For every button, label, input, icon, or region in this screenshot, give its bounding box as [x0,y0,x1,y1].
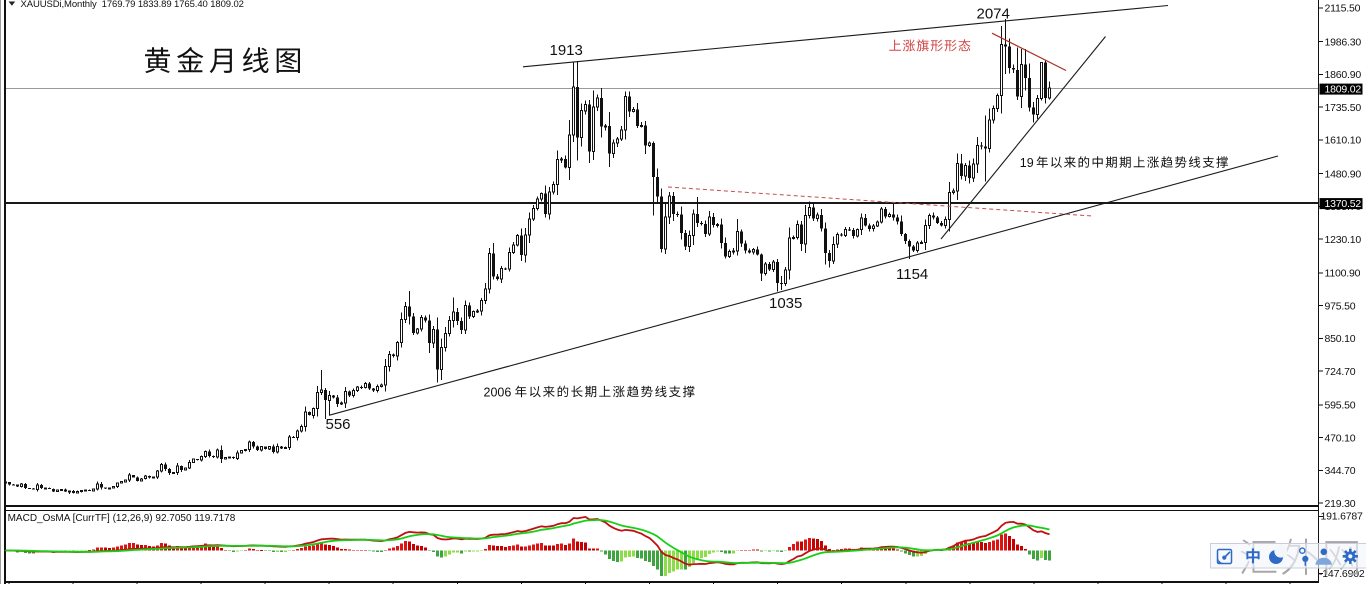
svg-text:1370.52: 1370.52 [1325,198,1362,210]
svg-text:1735.50: 1735.50 [1325,102,1362,114]
svg-text:1230.10: 1230.10 [1325,234,1362,246]
svg-text:191.6787: 191.6787 [1321,511,1364,523]
svg-text:219.30: 219.30 [1325,498,1356,510]
svg-text:470.10: 470.10 [1325,432,1356,444]
svg-text:1610.10: 1610.10 [1325,135,1362,147]
svg-text:1809.02: 1809.02 [1325,84,1362,96]
svg-text:1154: 1154 [896,266,928,283]
svg-text:19: 19 [1020,156,1034,170]
svg-text:1986.30: 1986.30 [1325,36,1362,48]
svg-text:975.50: 975.50 [1325,300,1356,312]
svg-text:XAUUSDi,Monthly 1769.79 1833.: XAUUSDi,Monthly 1769.79 1833.89 1765.40 … [21,0,244,10]
svg-text:556: 556 [326,416,351,433]
svg-text:2074: 2074 [977,6,1010,23]
svg-text:2006: 2006 [484,385,512,399]
svg-text:344.70: 344.70 [1325,465,1356,477]
svg-text:595.50: 595.50 [1325,400,1356,412]
svg-text:724.70: 724.70 [1325,366,1356,378]
svg-text:MACD_OsMA [CurrTF] (12,26,9) 9: MACD_OsMA [CurrTF] (12,26,9) 92.7050 119… [8,513,236,524]
svg-text:2115.50: 2115.50 [1325,3,1361,15]
svg-text:1480.90: 1480.90 [1325,168,1362,180]
svg-text:1913: 1913 [550,42,583,59]
svg-text:1100.90: 1100.90 [1325,268,1361,280]
svg-text:1860.90: 1860.90 [1325,69,1362,81]
svg-text:1035: 1035 [769,295,802,312]
svg-text:850.10: 850.10 [1325,333,1356,345]
